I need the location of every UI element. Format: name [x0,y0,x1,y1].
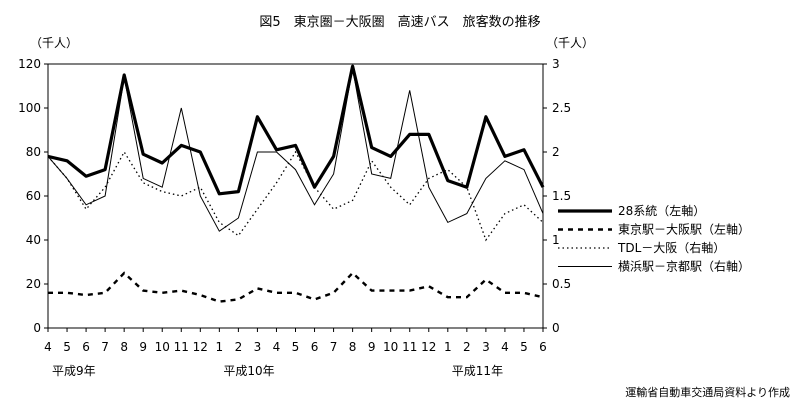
legend: 28系統（左軸） 東京駅－大阪駅（左軸） TDL－大阪（右軸） 横浜駅－京都駅（右軸） [558,203,750,274]
legend-label: 28系統（左軸） [618,203,705,218]
x-axis-tick-label: 8 [120,340,128,354]
left-axis-tick-label: 120 [18,57,41,71]
x-axis-tick-label: 2 [463,340,471,354]
x-axis-tick-label: 10 [383,340,398,354]
chart-title: 図5 東京圏－大阪圏 高速バス 旅客数の推移 [259,14,540,30]
left-axis-tick-label: 100 [18,101,41,115]
left-axis-tick-label: 0 [33,321,41,335]
x-axis-tick-label: 1 [216,340,224,354]
x-axis-tick-label: 9 [368,340,376,354]
series-layer [47,64,545,303]
series-line-2 [48,271,544,303]
x-axis-tick-label: 5 [292,340,300,354]
x-axis-tick-label: 2 [235,340,243,354]
x-axis-tick-label: 4 [273,340,281,354]
year-label: 平成9年 [52,364,96,378]
x-axis-tick-label: 4 [44,340,52,354]
series-line-4 [47,68,544,232]
legend-label: TDL－大阪（右軸） [617,240,725,255]
right-axis-tick-label: 3 [552,57,560,71]
left-axis-unit: （千人） [30,36,78,50]
x-axis-tick-label: 11 [174,340,189,354]
x-axis-tick-label: 11 [402,340,417,354]
left-axis-tick-label: 80 [26,145,41,159]
year-label: 平成11年 [452,364,503,378]
x-axis-tick-label: 12 [421,340,436,354]
left-axis-tick-label: 20 [26,277,41,291]
x-axis-tick-label: 6 [82,340,90,354]
x-axis-tick-label: 10 [155,340,170,354]
x-axis-tick-label: 9 [139,340,147,354]
right-axis-tick-label: 0.5 [552,277,571,291]
plot-frame [47,63,544,329]
year-label: 平成10年 [223,364,274,378]
x-axis-tick-label: 6 [311,340,319,354]
x-axis-tick-label: 5 [63,340,71,354]
x-axis-tick-label: 7 [101,340,109,354]
x-axis-tick-label: 1 [444,340,452,354]
x-axis-tick-label: 5 [520,340,528,354]
source-note: 運輸省自動車交通局資料より作成 [625,385,790,399]
right-axis-tick-label: 0 [552,321,560,335]
x-axis-tick-label: 4 [501,340,509,354]
right-axis-tick-label: 2.5 [552,101,571,115]
right-axis-tick-label: 2 [552,145,560,159]
x-axis-tick-label: 7 [330,340,338,354]
series-line-3 [47,150,544,242]
x-axis-tick-label: 8 [349,340,357,354]
left-axis-tick-label: 40 [26,233,41,247]
right-axis-tick-label: 1 [552,233,560,247]
x-axis-tick-label: 12 [193,340,208,354]
x-axis-tick-label: 3 [254,340,262,354]
legend-label: 東京駅－大阪駅（左軸） [618,222,750,237]
x-axis-tick-label: 6 [539,340,547,354]
right-axis-unit: （千人） [546,36,594,50]
right-axis-tick-label: 1.5 [552,189,571,203]
x-axis-tick-label: 3 [482,340,490,354]
left-axis-tick-label: 60 [26,189,41,203]
series-line-1 [47,64,545,196]
legend-label: 横浜駅－京都駅（右軸） [618,259,750,274]
